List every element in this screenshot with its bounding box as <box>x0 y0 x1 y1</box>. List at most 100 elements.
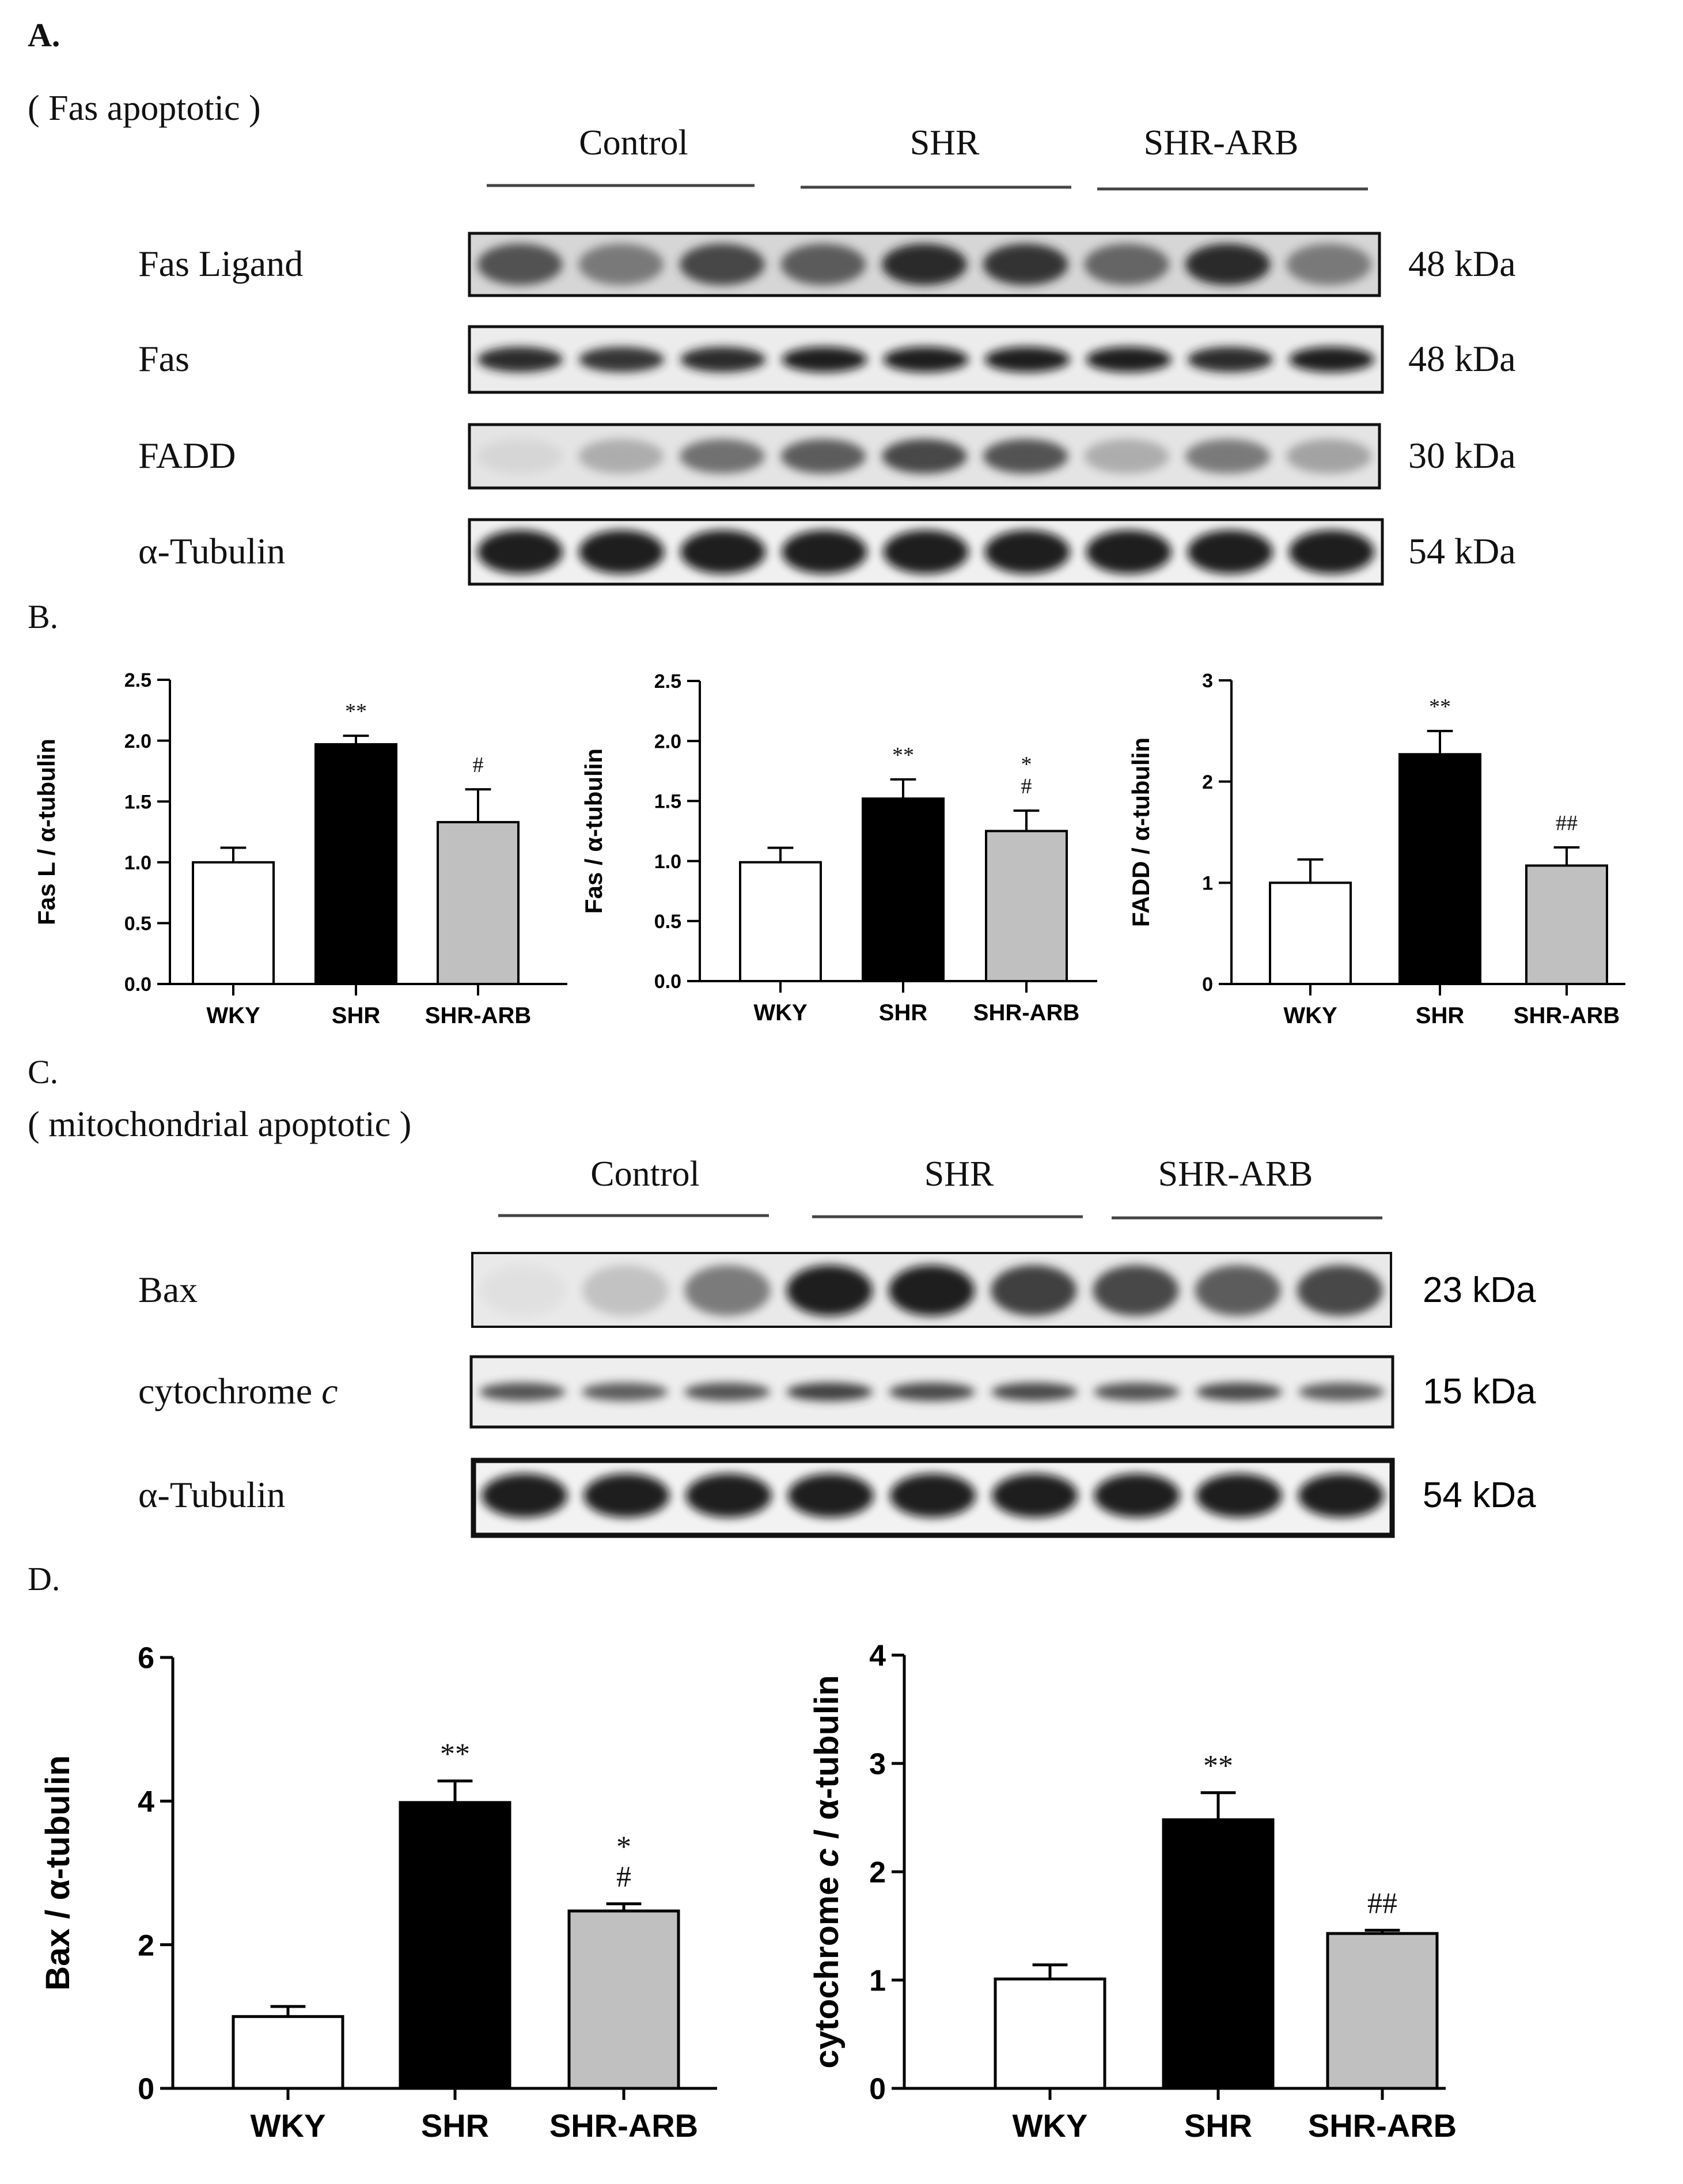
blot-a-row-label: α-Tubulin <box>138 531 285 571</box>
blot-a-band <box>680 530 766 574</box>
bar-shr <box>1162 1818 1275 2090</box>
blot-a-band <box>1086 347 1172 372</box>
blot-c-band <box>1297 1265 1383 1316</box>
blot-c-band <box>786 1383 873 1401</box>
blot-a-row-3: α-Tubulin 54 kDa <box>138 518 1516 586</box>
y-axis-label: Fas / α-tubulin <box>580 748 607 914</box>
y-axis-label-part: / α-tubulin <box>808 1675 846 1849</box>
blot-c-band <box>482 1474 568 1517</box>
blot-a-band <box>680 244 765 285</box>
blot-c-group-shr-arb: SHR-ARB <box>1158 1155 1313 1194</box>
blot-a-row-kda: 54 kDa <box>1408 531 1516 571</box>
blot-a-band <box>1288 530 1374 574</box>
blot-c-band <box>991 1383 1078 1401</box>
blot-c-band <box>889 1383 975 1401</box>
blot-c-row-kda: 54 kDa <box>1423 1475 1536 1515</box>
y-tick-label: 2 <box>1202 771 1213 793</box>
blot-c-group-control: Control <box>590 1155 699 1194</box>
y-tick-label: 3 <box>1202 670 1213 692</box>
x-tick-label: WKY <box>206 1003 260 1028</box>
blot-a-band <box>780 244 866 285</box>
blot-a-band <box>1086 530 1172 574</box>
blot-c-band <box>992 1474 1078 1517</box>
blot-a-band <box>579 530 665 574</box>
y-axis-label: cytochrome c / α-tubulin <box>808 1675 846 2069</box>
blot-a-row-kda: 30 kDa <box>1408 435 1516 476</box>
blot-c-row-1: cytochrome c 15 kDa <box>138 1355 1536 1429</box>
blot-c-row-kda: 23 kDa <box>1423 1270 1536 1310</box>
blot-a-band <box>578 439 664 474</box>
significance-annotation: ## <box>1367 1887 1397 1920</box>
blot-c-band <box>787 1474 874 1517</box>
bar-shr <box>1398 753 1481 986</box>
blot-a-band <box>983 244 1068 285</box>
blot-c-band <box>479 1383 566 1401</box>
y-tick-label: 1.0 <box>654 851 681 873</box>
bar-shr <box>314 743 397 986</box>
blot-a-row-kda: 48 kDa <box>1408 243 1516 284</box>
blot-a-band <box>1187 347 1273 372</box>
panel-label-b: B. <box>28 598 58 635</box>
blot-c-row-kda: 15 kDa <box>1423 1372 1536 1411</box>
blot-a-row-0: Fas Ligand 48 kDa <box>138 232 1516 297</box>
bar-shr-arb <box>1525 864 1608 985</box>
x-tick-label: WKY <box>1283 1003 1337 1028</box>
x-tick-label: SHR-ARB <box>1514 1003 1620 1028</box>
blot-a-group-shr: SHR <box>910 123 980 162</box>
blot-c-headers: Control SHR SHR-ARB <box>498 1155 1382 1220</box>
y-tick-label: 0.5 <box>654 911 681 933</box>
bar-shr-arb <box>437 821 520 985</box>
blot-c-band <box>1196 1474 1282 1517</box>
y-tick-label: 1.5 <box>124 791 151 813</box>
blot-c-band <box>583 1474 670 1517</box>
bar-wky <box>192 861 275 986</box>
x-tick-label: WKY <box>1013 2107 1088 2144</box>
blot-a-group-shr-arb: SHR-ARB <box>1144 123 1299 162</box>
blot-a-band <box>984 347 1070 372</box>
blot-a-row-label: Fas <box>138 338 189 379</box>
y-axis-label: FADD / α-tubulin <box>1127 737 1154 927</box>
blot-a-band <box>1084 244 1169 285</box>
blot-c-row-label: cytochrome c <box>138 1371 338 1411</box>
blot-c-band <box>684 1383 771 1401</box>
x-tick-label: WKY <box>251 2107 326 2144</box>
significance-annotation: ** <box>440 1738 470 1770</box>
significance-annotation: # <box>1021 774 1032 798</box>
y-tick-label: 1 <box>869 1965 886 1998</box>
y-tick-label: 0 <box>869 2073 886 2106</box>
y-tick-label: 0 <box>1202 974 1213 996</box>
blot-c-band <box>1298 1383 1385 1401</box>
chart-1: 0.0 0.5 1.0 1.5 2.0 2.5 WKY SHR ** SHR-ARB # Fas L … <box>33 669 567 1028</box>
blot-a-band <box>578 244 664 285</box>
x-tick-label: WKY <box>753 1000 808 1025</box>
significance-annotation: * <box>616 1831 631 1864</box>
blot-a-band <box>1185 439 1271 474</box>
blot-a-band <box>1084 439 1169 474</box>
blot-c-band <box>1093 1265 1179 1316</box>
x-tick-label: SHR <box>879 1000 928 1025</box>
blot-c-band <box>684 1265 771 1316</box>
blot-a-rows: Fas Ligand 48 kDa Fas 48 kDa FADD 30 kDa α-Tub… <box>138 232 1516 586</box>
blot-a-band <box>1288 347 1374 372</box>
blot-c-row-label-main: cytochrome <box>138 1371 321 1411</box>
bar-wky <box>739 861 822 982</box>
blot-c-band <box>890 1474 976 1517</box>
blot-a-band <box>780 439 866 474</box>
y-tick-label: 2 <box>138 1929 154 1962</box>
y-axis-label-part: c <box>808 1848 846 1867</box>
bar-wky <box>232 2015 344 2090</box>
bar-shr <box>862 797 945 983</box>
blot-c-band <box>991 1265 1077 1316</box>
blot-c-band <box>581 1383 668 1401</box>
blot-a-band <box>882 439 967 474</box>
blot-a-band <box>983 439 1068 474</box>
blot-a-band <box>883 347 969 372</box>
y-tick-label: 6 <box>138 1642 154 1675</box>
blot-a-band <box>882 244 967 285</box>
blot-a-band <box>680 347 766 372</box>
blot-c-row-label: α-Tubulin <box>138 1474 285 1515</box>
blot-c-band <box>889 1265 975 1316</box>
panel-label-a: A. <box>28 16 60 54</box>
blot-a-band <box>477 530 563 574</box>
x-tick-label: SHR-ARB <box>973 1000 1079 1025</box>
